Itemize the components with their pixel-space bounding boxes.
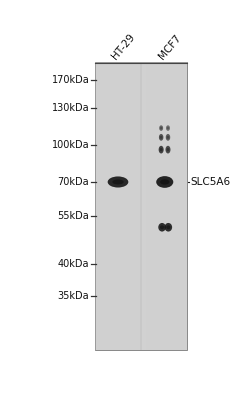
Ellipse shape bbox=[166, 136, 168, 139]
Bar bbox=[99, 62, 103, 350]
Text: 55kDa: 55kDa bbox=[57, 211, 89, 221]
Text: SLC5A6: SLC5A6 bbox=[189, 177, 229, 187]
Bar bbox=[117, 62, 122, 350]
Text: 35kDa: 35kDa bbox=[57, 291, 89, 301]
Ellipse shape bbox=[158, 146, 163, 154]
Ellipse shape bbox=[112, 180, 123, 184]
Bar bbox=[113, 62, 117, 350]
Bar bbox=[140, 62, 145, 350]
Bar bbox=[149, 62, 154, 350]
Ellipse shape bbox=[165, 125, 169, 131]
Ellipse shape bbox=[166, 148, 169, 151]
Ellipse shape bbox=[166, 225, 170, 229]
Ellipse shape bbox=[159, 179, 169, 185]
Ellipse shape bbox=[164, 223, 171, 232]
Text: 70kDa: 70kDa bbox=[57, 177, 89, 187]
Ellipse shape bbox=[165, 134, 170, 141]
Ellipse shape bbox=[158, 223, 165, 232]
Bar bbox=[173, 62, 177, 350]
Ellipse shape bbox=[165, 146, 170, 154]
Bar bbox=[154, 62, 159, 350]
Ellipse shape bbox=[159, 136, 162, 139]
Bar bbox=[131, 62, 136, 350]
Text: 40kDa: 40kDa bbox=[58, 259, 89, 269]
Text: 170kDa: 170kDa bbox=[51, 75, 89, 85]
Bar bbox=[145, 62, 149, 350]
Ellipse shape bbox=[159, 148, 162, 151]
Ellipse shape bbox=[159, 127, 161, 129]
Bar bbox=[182, 62, 186, 350]
Bar bbox=[168, 62, 173, 350]
Ellipse shape bbox=[158, 134, 163, 141]
Bar bbox=[177, 62, 182, 350]
Bar bbox=[127, 62, 131, 350]
Bar bbox=[136, 62, 140, 350]
Bar bbox=[122, 62, 127, 350]
Text: 130kDa: 130kDa bbox=[51, 103, 89, 113]
Text: MCF7: MCF7 bbox=[156, 33, 182, 61]
Ellipse shape bbox=[166, 127, 168, 129]
Text: HT-29: HT-29 bbox=[110, 32, 137, 61]
Bar bbox=[94, 62, 99, 350]
Bar bbox=[103, 62, 108, 350]
Bar bbox=[163, 62, 168, 350]
Ellipse shape bbox=[155, 176, 173, 188]
Bar bbox=[159, 62, 163, 350]
Ellipse shape bbox=[107, 176, 128, 188]
Ellipse shape bbox=[159, 225, 163, 229]
Bar bbox=[108, 62, 113, 350]
Ellipse shape bbox=[158, 125, 162, 131]
Bar bbox=[94, 62, 186, 350]
Text: 100kDa: 100kDa bbox=[51, 140, 89, 150]
